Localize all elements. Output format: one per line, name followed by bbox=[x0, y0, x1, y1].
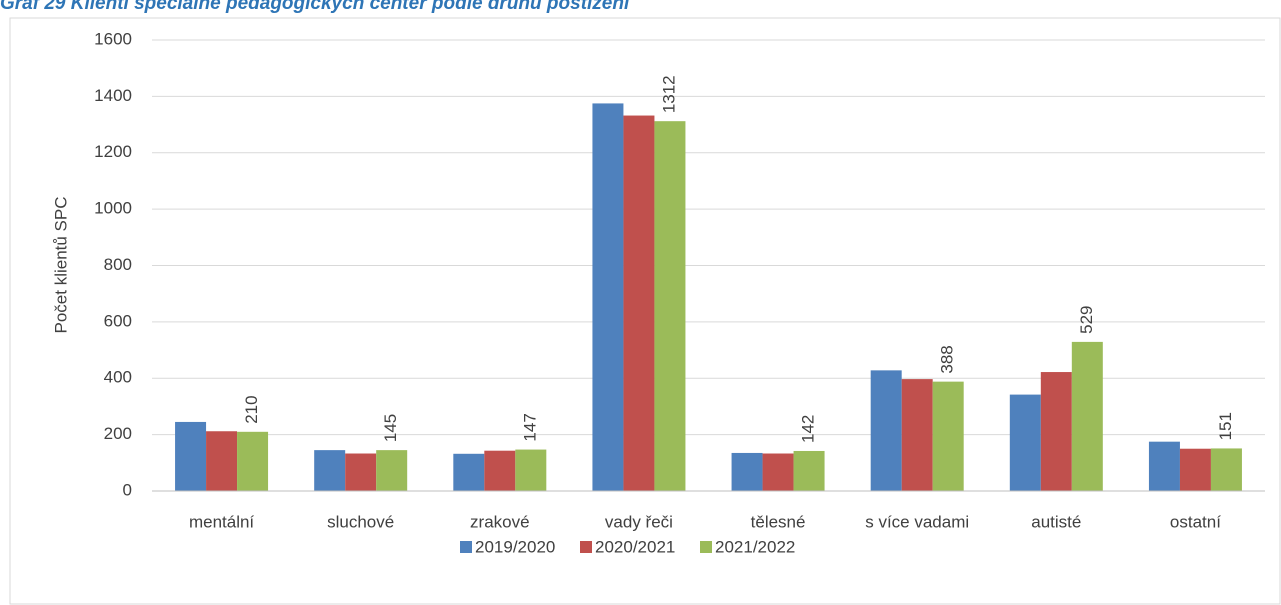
bar bbox=[793, 450, 825, 491]
legend-swatch bbox=[460, 541, 472, 553]
legend-label: 2019/2020 bbox=[475, 537, 555, 556]
legend-swatch bbox=[700, 541, 712, 553]
bar bbox=[1148, 441, 1180, 491]
bar bbox=[901, 379, 933, 491]
data-label: 145 bbox=[381, 414, 400, 442]
y-tick-label: 400 bbox=[104, 368, 132, 387]
x-tick-label: s více vadami bbox=[865, 512, 969, 531]
x-tick-label: sluchové bbox=[327, 512, 394, 531]
legend-label: 2021/2022 bbox=[715, 537, 795, 556]
bar bbox=[453, 453, 485, 491]
bar bbox=[932, 381, 964, 491]
y-tick-label: 200 bbox=[104, 424, 132, 443]
data-label: 210 bbox=[242, 395, 261, 423]
bar bbox=[592, 103, 624, 491]
bar bbox=[314, 450, 346, 491]
bar bbox=[515, 449, 547, 491]
legend-label: 2020/2021 bbox=[595, 537, 675, 556]
bar bbox=[1009, 394, 1041, 491]
bar bbox=[206, 431, 238, 491]
data-label: 151 bbox=[1216, 412, 1235, 440]
x-tick-label: ostatní bbox=[1170, 512, 1221, 531]
data-label: 147 bbox=[520, 413, 539, 441]
x-tick-label: autisté bbox=[1031, 512, 1081, 531]
x-tick-label: zrakové bbox=[470, 512, 530, 531]
bar bbox=[1179, 448, 1211, 491]
data-label: 529 bbox=[1077, 306, 1096, 334]
y-tick-label: 0 bbox=[123, 480, 132, 499]
x-tick-label: tělesné bbox=[751, 512, 806, 531]
x-tick-label: mentální bbox=[189, 512, 254, 531]
x-tick-label: vady řeči bbox=[605, 512, 673, 531]
bar bbox=[237, 431, 269, 491]
bar bbox=[870, 370, 902, 491]
bar bbox=[731, 452, 763, 491]
data-label: 388 bbox=[938, 345, 957, 373]
y-tick-label: 600 bbox=[104, 311, 132, 330]
y-tick-label: 1600 bbox=[94, 29, 132, 48]
bar bbox=[1040, 372, 1072, 491]
bar bbox=[1071, 341, 1103, 491]
bar bbox=[376, 450, 408, 491]
y-tick-label: 1000 bbox=[94, 199, 132, 218]
legend-swatch bbox=[580, 541, 592, 553]
chart-title: Graf 29 Klienti speciálně pedagogických … bbox=[0, 0, 632, 14]
data-label: 142 bbox=[799, 415, 818, 443]
chart-frame bbox=[9, 17, 1281, 605]
bar bbox=[175, 421, 207, 491]
y-tick-label: 1200 bbox=[94, 142, 132, 161]
bar bbox=[654, 121, 686, 492]
bar bbox=[762, 453, 794, 491]
bar bbox=[484, 450, 516, 491]
y-axis-label: Počet klientů SPC bbox=[51, 196, 70, 333]
bar bbox=[1210, 448, 1242, 491]
y-tick-label: 1400 bbox=[94, 86, 132, 105]
y-tick-label: 800 bbox=[104, 255, 132, 274]
bar bbox=[623, 115, 655, 491]
bar bbox=[345, 453, 377, 491]
data-label: 1312 bbox=[659, 75, 678, 113]
